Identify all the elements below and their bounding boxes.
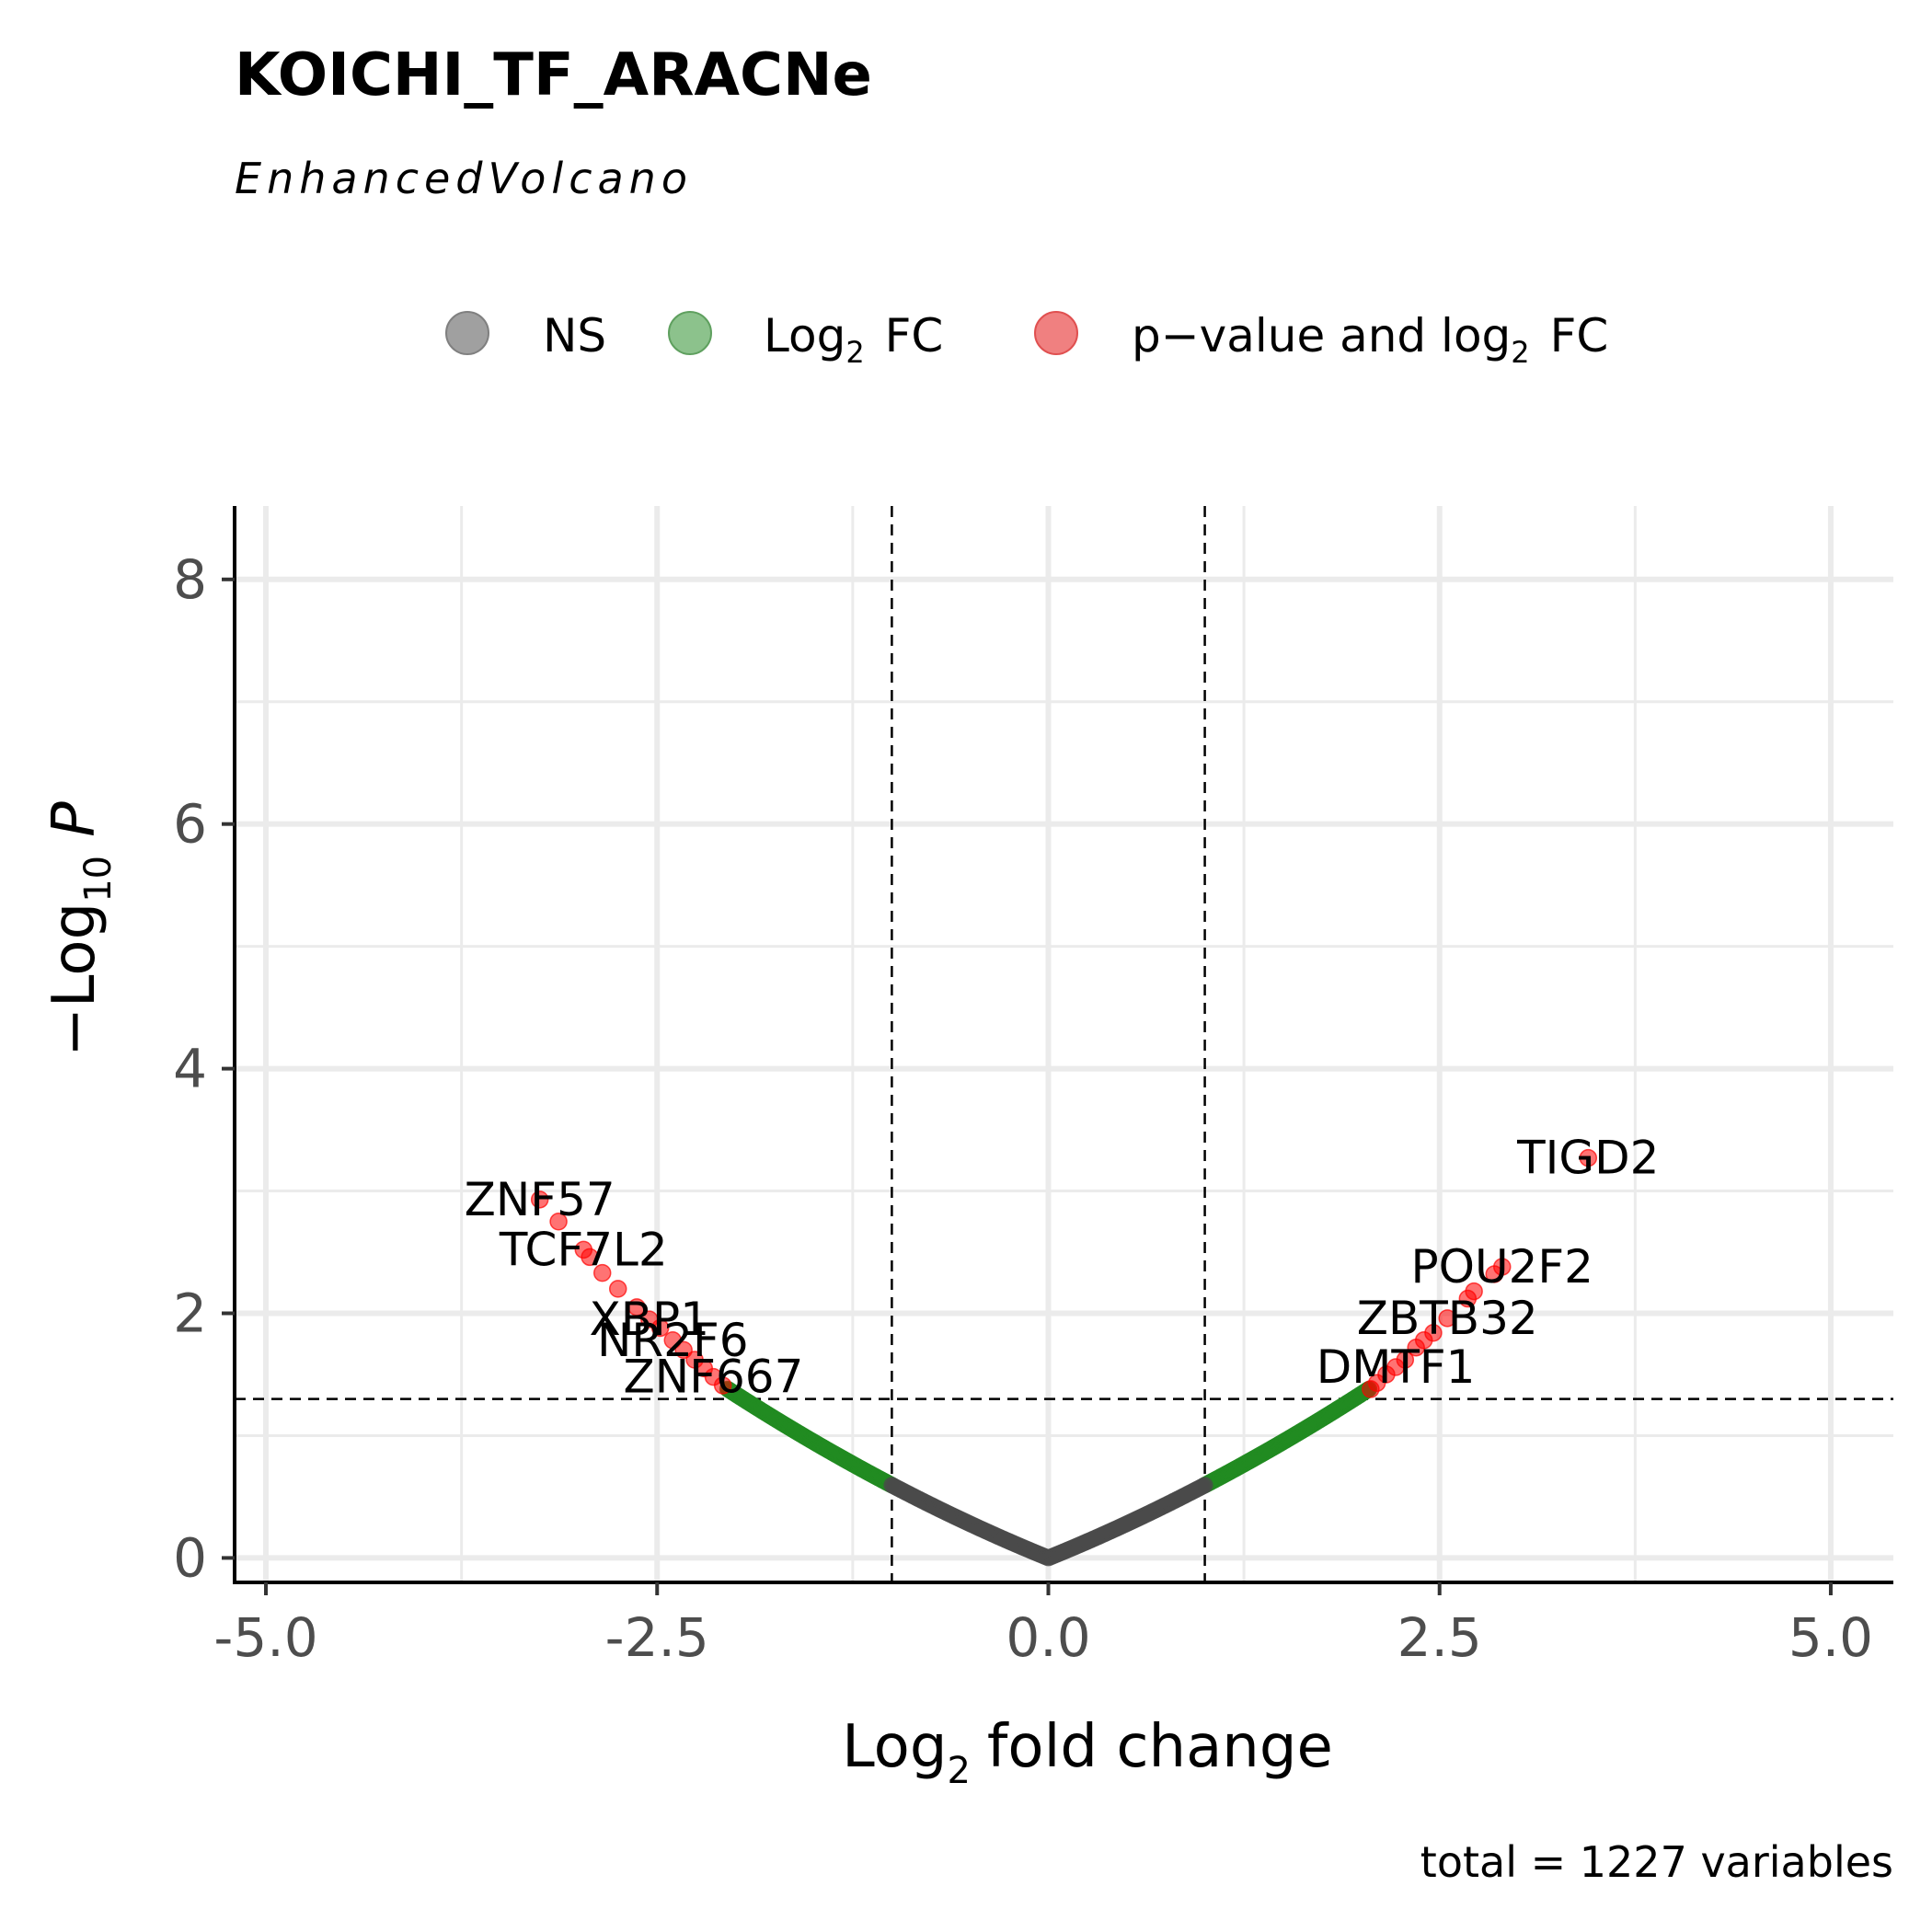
sig-point	[549, 1213, 568, 1231]
sig-point	[1579, 1148, 1598, 1167]
legend-label-fc: Log2 FC	[764, 309, 943, 370]
y-tick-label: 8	[173, 548, 207, 611]
sig-point	[627, 1298, 646, 1317]
sig-point	[1438, 1309, 1456, 1328]
x-tick-label: 0.0	[1006, 1606, 1090, 1669]
point-label: TIGD2	[1516, 1132, 1659, 1185]
x-tick-label: -5.0	[213, 1606, 317, 1669]
sig-point	[592, 1263, 612, 1282]
sig-point	[650, 1318, 670, 1338]
axes: -5.0 -2.5 0.0 2.5 5.0 0 2 4 6 8	[173, 506, 1893, 1669]
point-label: ZNF57	[465, 1173, 615, 1226]
grid	[235, 506, 1893, 1582]
point-label: TCF7L2	[499, 1223, 668, 1276]
legend-item-sig: p−value and log2 FC	[1034, 309, 1608, 370]
sig-point	[1396, 1351, 1415, 1369]
legend-label-ns: NS	[543, 309, 606, 362]
legend-item-fc: Log2 FC	[668, 309, 943, 370]
y-tick-label: 4	[173, 1038, 207, 1100]
y-axis-title: −Log10P	[40, 801, 120, 1057]
legend-key-ns	[445, 311, 489, 355]
sig-point	[1465, 1282, 1483, 1301]
legend-label-sig: p−value and log2 FC	[1132, 309, 1608, 370]
sig-point	[581, 1248, 599, 1267]
point-label: XBP1	[589, 1293, 709, 1346]
point-label: ZNF667	[624, 1351, 804, 1404]
sig-point	[608, 1280, 627, 1298]
x-tick-label: -2.5	[605, 1606, 709, 1669]
point-label: NR2F6	[597, 1314, 749, 1367]
sig-point	[530, 1190, 549, 1209]
legend: NS Log2 FC p−value and log2 FC	[445, 309, 1608, 370]
x-axis-title: Log2 fold change	[842, 1713, 1333, 1792]
legend-key-fc	[668, 311, 712, 355]
caption: total = 1227 variables	[1420, 1837, 1893, 1887]
point-label: DMTF1	[1317, 1340, 1476, 1394]
chart-subtitle: EnhancedVolcano	[235, 154, 693, 203]
x-tick-label: 5.0	[1788, 1606, 1873, 1669]
point-label: POU2F2	[1411, 1240, 1594, 1294]
sig-point	[1493, 1258, 1512, 1276]
y-tick-label: 2	[173, 1282, 207, 1345]
sig-point	[1424, 1324, 1443, 1342]
legend-key-sig	[1034, 311, 1078, 355]
cutoff-lines	[235, 506, 1893, 1582]
legend-item-ns: NS	[445, 309, 606, 362]
ns-point	[1196, 1477, 1213, 1494]
x-tick-label: 2.5	[1397, 1606, 1482, 1669]
y-tick-label: 6	[173, 793, 207, 856]
chart-title: KOICHI_TF_ARACNe	[235, 41, 872, 109]
y-tick-label: 0	[173, 1526, 207, 1589]
point-label: ZBTB32	[1357, 1292, 1538, 1345]
sig-point	[713, 1376, 732, 1395]
data-points	[530, 1148, 1598, 1567]
